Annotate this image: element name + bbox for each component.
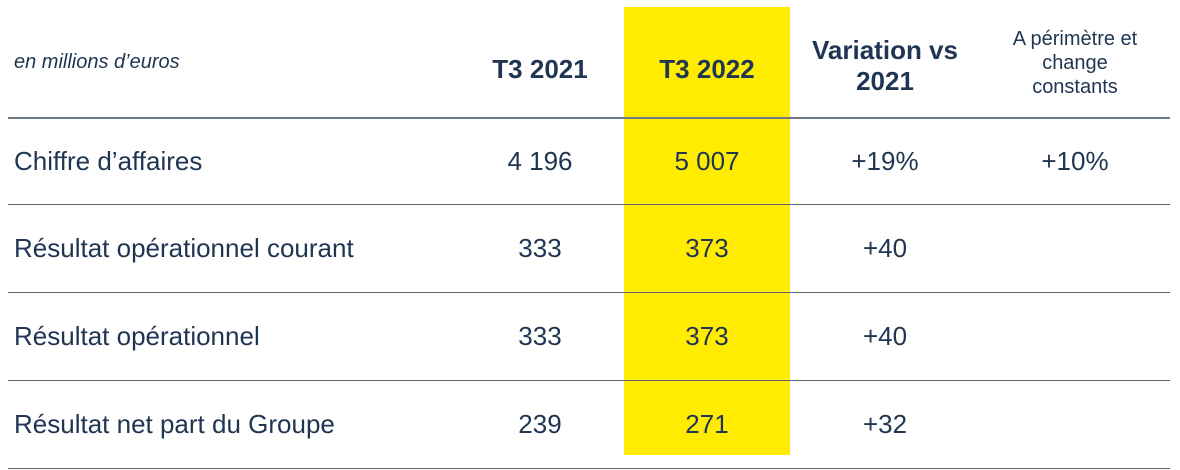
value-variation: +40 <box>790 292 980 381</box>
table-row: Résultat net part du Groupe 239 271 +32 <box>8 380 1170 469</box>
row-label: Résultat net part du Groupe <box>8 380 456 469</box>
constant-header-line1: A périmètre et <box>1012 28 1138 50</box>
value-variation: +32 <box>790 380 980 469</box>
value-variation: +19% <box>790 118 980 205</box>
row-label: Chiffre d’affaires <box>8 118 456 205</box>
value-t3-2022: 373 <box>624 204 790 293</box>
table-row: Résultat opérationnel 333 373 +40 <box>8 292 1170 381</box>
value-t3-2021: 333 <box>456 292 624 381</box>
financial-results-table: en millions d’euros T3 2021 T3 2022 Vari… <box>8 7 1170 469</box>
value-t3-2021: 239 <box>456 380 624 469</box>
row-label: Résultat opérationnel courant <box>8 204 456 293</box>
value-t3-2022: 271 <box>624 380 790 469</box>
variation-header-line2: 2021 <box>856 66 914 96</box>
column-header-variation: Variation vs 2021 <box>790 7 980 119</box>
unit-label: en millions d’euros <box>8 7 456 119</box>
row-label: Résultat opérationnel <box>8 292 456 381</box>
value-constant-scope <box>980 292 1170 381</box>
value-constant-scope <box>980 204 1170 293</box>
value-t3-2021: 333 <box>456 204 624 293</box>
variation-header-line1: Variation vs <box>812 35 958 65</box>
column-header-t3-2021: T3 2021 <box>456 7 624 119</box>
table-row: Chiffre d’affaires 4 196 5 007 +19% +10% <box>8 118 1170 205</box>
value-constant-scope <box>980 380 1170 469</box>
value-constant-scope: +10% <box>980 118 1170 205</box>
constant-header-line3: constants <box>1032 76 1118 98</box>
constant-header-line2: change <box>1042 52 1108 74</box>
value-variation: +40 <box>790 204 980 293</box>
table-header-row: en millions d’euros T3 2021 T3 2022 Vari… <box>8 7 1170 119</box>
value-t3-2022: 5 007 <box>624 118 790 205</box>
value-t3-2022: 373 <box>624 292 790 381</box>
column-header-constant-scope: A périmètre et change constants <box>980 7 1170 119</box>
table-row: Résultat opérationnel courant 333 373 +4… <box>8 204 1170 293</box>
value-t3-2021: 4 196 <box>456 118 624 205</box>
column-header-t3-2022: T3 2022 <box>624 7 790 119</box>
